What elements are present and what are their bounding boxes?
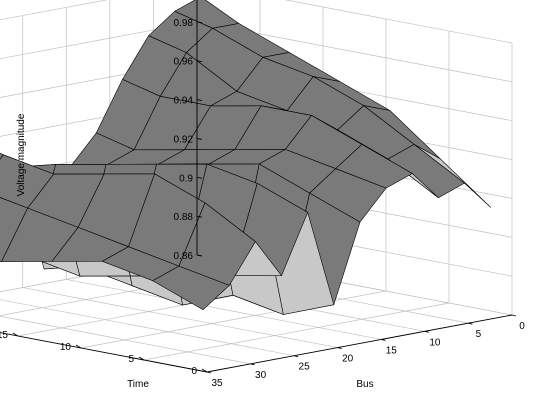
x-tick-label: 0 — [519, 321, 525, 332]
tick-labels: 0510152025303505101520250.860.880.90.920… — [0, 18, 525, 389]
surface-patch — [152, 265, 230, 311]
x-tick-label: 15 — [386, 345, 398, 356]
z-tick-mark — [196, 176, 203, 179]
y-tick-mark — [138, 356, 145, 361]
x-tick-mark — [294, 355, 299, 358]
x-tick-label: 5 — [476, 329, 482, 340]
z-tick-label: 0.88 — [174, 212, 194, 223]
left-wall-gridline-z — [0, 21, 198, 60]
x-tick-label: 10 — [429, 337, 441, 348]
floor-gridline-bus — [0, 315, 251, 365]
z-tick-label: 0.9 — [179, 173, 193, 184]
z-tick-label: 0.98 — [174, 18, 194, 29]
floor-gridline-time — [143, 302, 450, 361]
z-tick-mark — [196, 60, 203, 63]
y-axis-line — [0, 332, 208, 373]
voltage-surface — [0, 0, 492, 315]
x-tick-mark — [250, 363, 255, 366]
y-tick-mark — [12, 332, 19, 337]
x-tick-label: 30 — [255, 370, 267, 381]
x-tick-mark — [511, 314, 517, 317]
y-tick-mark — [201, 368, 208, 373]
floor-gridline-bus — [66, 279, 382, 340]
x-axis-line — [206, 314, 513, 373]
y-tick-label: 10 — [60, 342, 72, 353]
x-tick-mark — [337, 347, 342, 350]
floor-gridline-bus — [22, 287, 338, 348]
z-tick-label: 0.86 — [174, 251, 194, 262]
floor-gridline-bus — [0, 299, 295, 357]
z-tick-mark — [196, 215, 203, 218]
y-axis-label: Time — [127, 379, 149, 390]
left-wall-gridline-z — [0, 0, 108, 21]
x-tick-mark — [206, 371, 212, 374]
x-tick-mark — [424, 330, 429, 333]
y-tick-label: 5 — [128, 354, 134, 365]
x-tick-label: 35 — [211, 378, 223, 389]
x-axis-label: Bus — [356, 379, 373, 390]
y-tick-label: 15 — [0, 330, 8, 341]
z-tick-label: 0.96 — [174, 57, 194, 68]
x-tick-mark — [381, 338, 386, 341]
z-tick-mark — [196, 21, 203, 24]
z-tick-label: 0.92 — [174, 134, 194, 145]
z-tick-mark — [196, 254, 203, 257]
z-axis-label: Voltage magnitude — [16, 113, 27, 196]
y-tick-mark — [75, 344, 82, 349]
z-tick-mark — [196, 137, 203, 140]
y-tick-label: 0 — [191, 366, 197, 377]
x-tick-label: 25 — [299, 362, 311, 373]
x-tick-mark — [468, 322, 473, 325]
x-tick-label: 20 — [342, 354, 354, 365]
back-wall-gridline-z — [284, 0, 513, 44]
z-tick-mark — [196, 99, 203, 102]
axis-lines — [0, 0, 517, 374]
z-tick-label: 0.94 — [174, 96, 194, 107]
